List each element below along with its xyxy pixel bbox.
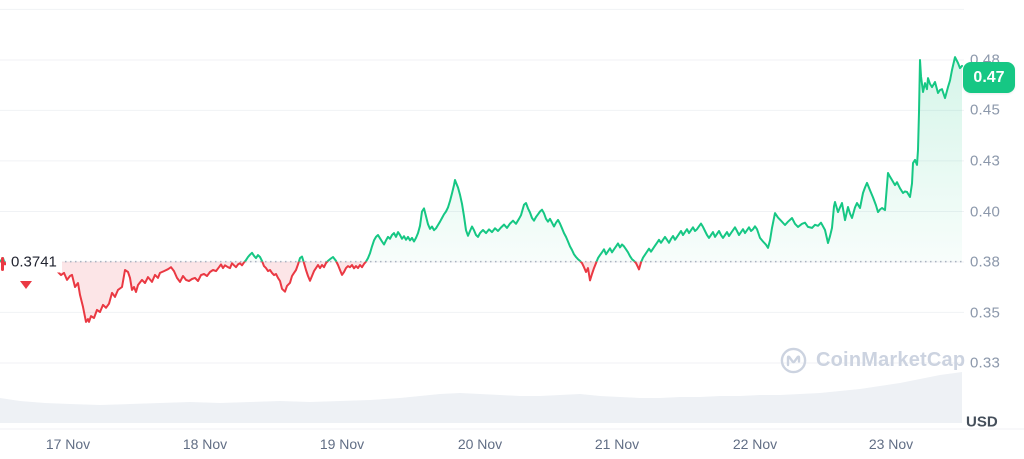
y-axis-label-0-35: 0.35 [970,304,1000,322]
x-axis-label-21-nov: 21 Nov [594,436,640,452]
currency-unit-label: USD [966,413,998,431]
y-axis-label-0-43: 0.43 [970,152,1000,170]
x-axis-label-23-nov: 23 Nov [868,436,914,452]
y-axis-label-0-38: 0.38 [970,253,1000,271]
baseline-price-label: 0.3741 [6,251,62,273]
x-axis-label-20-nov: 20 Nov [457,436,503,452]
current-price-badge: 0.47 [963,62,1015,93]
x-axis-label-19-nov: 19 Nov [319,436,365,452]
y-axis-label-0-33: 0.33 [970,354,1000,372]
y-axis-label-0-45: 0.45 [970,101,1000,119]
baseline-marker-triangle-icon [20,281,32,289]
series-start-tick [1,257,4,271]
x-axis-label-18-nov: 18 Nov [182,436,228,452]
x-axis-label-17-nov: 17 Nov [45,436,91,452]
x-axis-label-22-nov: 22 Nov [732,436,778,452]
y-axis-label-0-40: 0.40 [970,203,1000,221]
